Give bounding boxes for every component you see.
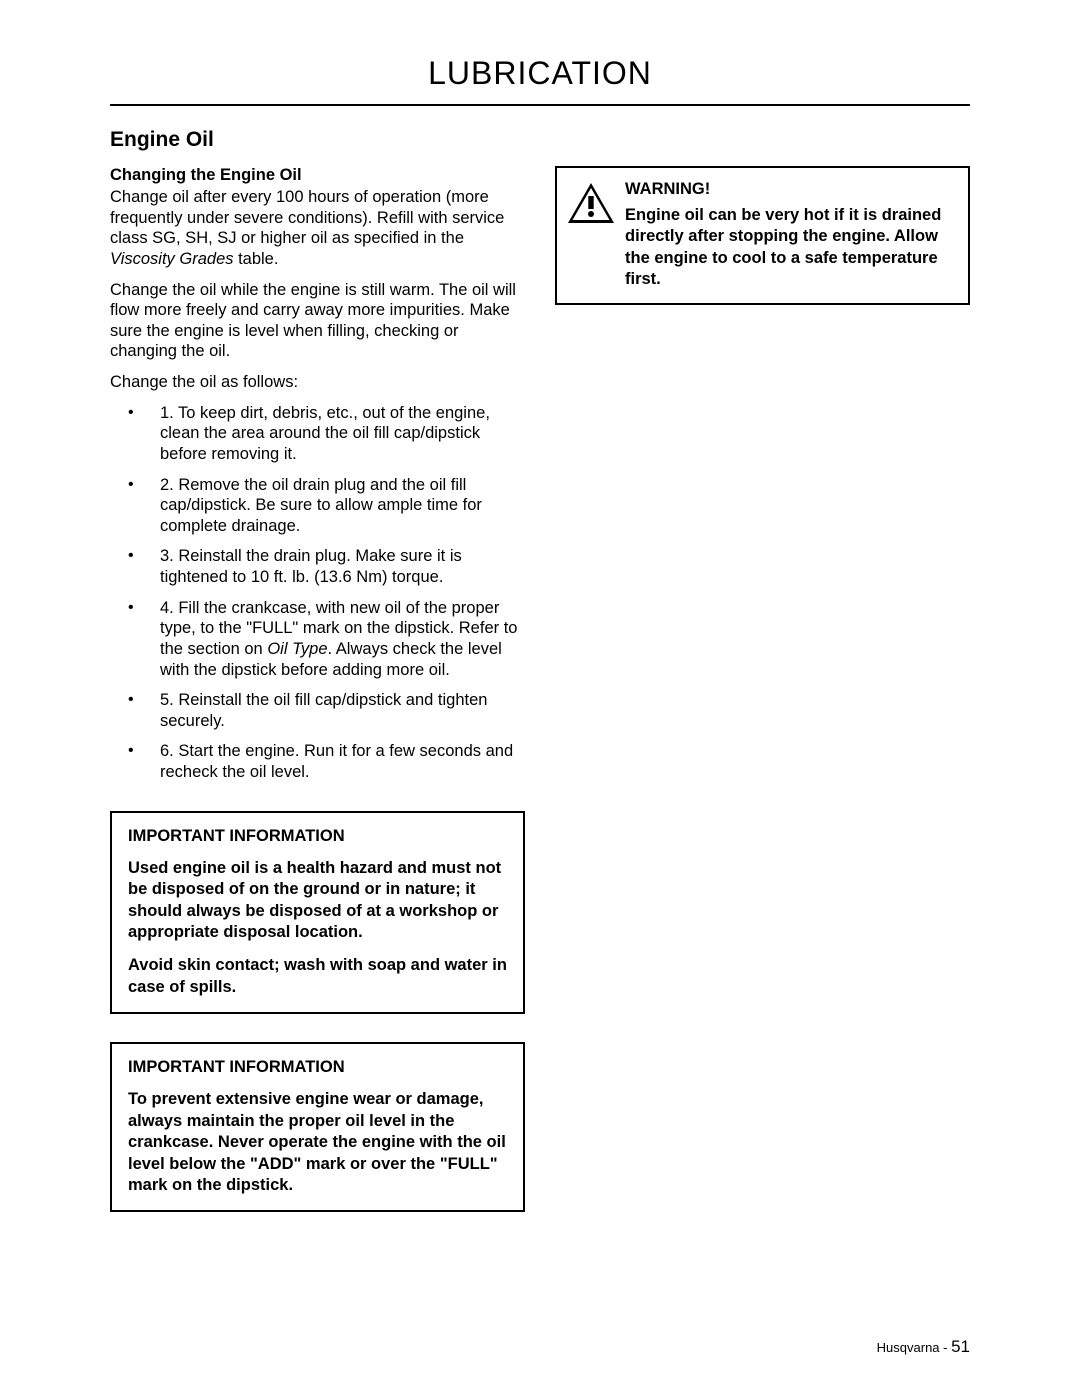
intro-text-post: table. (234, 250, 279, 268)
intro-italic: Viscosity Grades (110, 250, 234, 268)
page-footer: Husqvarna - 51 (877, 1337, 970, 1357)
warning-box: WARNING! Engine oil can be very hot if i… (555, 166, 970, 305)
warning-body: Engine oil can be very hot if it is drai… (625, 205, 954, 291)
warning-text: WARNING! Engine oil can be very hot if i… (625, 180, 954, 291)
step4-italic: Oil Type (267, 640, 327, 658)
intro-text: Change oil after every 100 hours of oper… (110, 188, 504, 247)
title-divider (110, 104, 970, 106)
info-box-paragraph: To prevent extensive engine wear or dama… (128, 1089, 507, 1196)
right-column: WARNING! Engine oil can be very hot if i… (555, 128, 970, 1212)
list-item: 6. Start the engine. Run it for a few se… (110, 741, 525, 782)
info-box-title: IMPORTANT INFORMATION (128, 827, 507, 846)
list-item: 4. Fill the crankcase, with new oil of t… (110, 598, 525, 681)
page-title: LUBRICATION (110, 55, 970, 104)
info-box-paragraph: Used engine oil is a health hazard and m… (128, 858, 507, 944)
list-item: 5. Reinstall the oil fill cap/dipstick a… (110, 690, 525, 731)
list-item: 3. Reinstall the drain plug. Make sure i… (110, 546, 525, 587)
list-item: 1. To keep dirt, debris, etc., out of th… (110, 403, 525, 465)
info-box-1: IMPORTANT INFORMATION Used engine oil is… (110, 811, 525, 1015)
steps-list: 1. To keep dirt, debris, etc., out of th… (110, 403, 525, 783)
content-columns: Engine Oil Changing the Engine Oil Chang… (110, 128, 970, 1212)
left-column: Engine Oil Changing the Engine Oil Chang… (110, 128, 525, 1212)
footer-brand: Husqvarna - (877, 1340, 951, 1355)
warning-icon (567, 182, 615, 229)
list-item: 2. Remove the oil drain plug and the oil… (110, 475, 525, 537)
sub-heading: Changing the Engine Oil (110, 166, 525, 185)
paragraph-2: Change the oil while the engine is still… (110, 280, 525, 363)
footer-page-number: 51 (951, 1337, 970, 1356)
info-box-2: IMPORTANT INFORMATION To prevent extensi… (110, 1042, 525, 1212)
info-box-title: IMPORTANT INFORMATION (128, 1058, 507, 1077)
paragraph-3: Change the oil as follows: (110, 372, 525, 393)
intro-paragraph: Change oil after every 100 hours of oper… (110, 187, 525, 270)
info-box-paragraph: Avoid skin contact; wash with soap and w… (128, 955, 507, 998)
warning-title: WARNING! (625, 180, 954, 199)
section-heading: Engine Oil (110, 128, 525, 152)
spacer (555, 128, 970, 166)
